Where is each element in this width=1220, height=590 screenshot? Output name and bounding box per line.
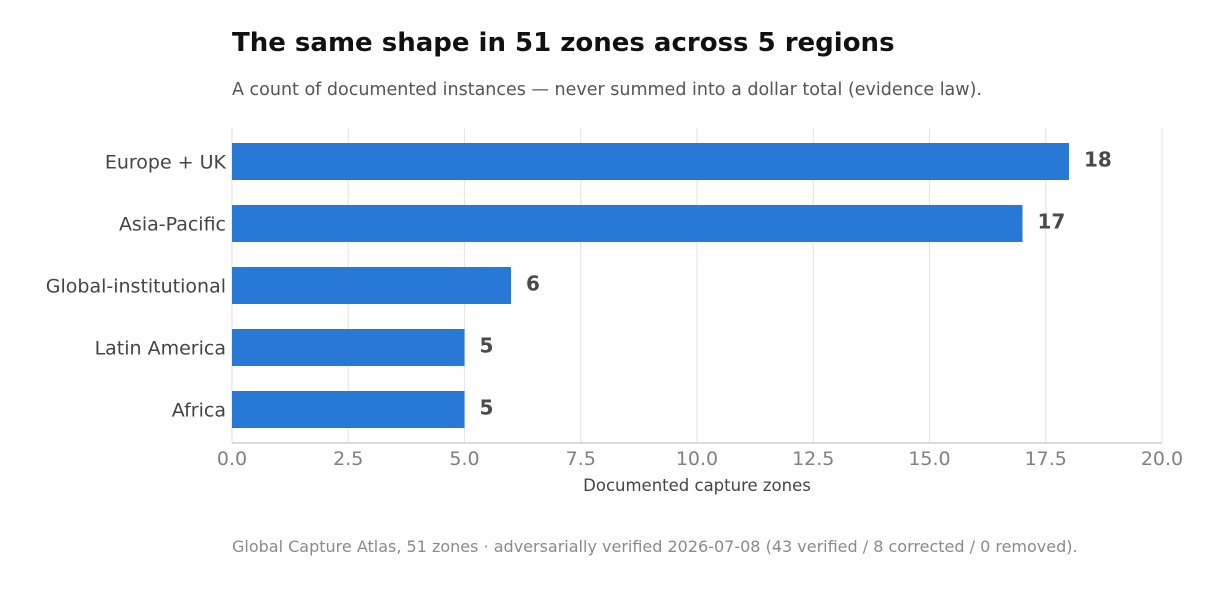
x-axis-ticks: 0.0 2.5 5.0 7.5 10.0 12.5 15.0 17.5 20.0 xyxy=(217,448,1183,470)
x-tick-label: 5.0 xyxy=(449,448,479,470)
chart-subtitle: A count of documented instances — never … xyxy=(232,80,982,100)
x-tick-label: 17.5 xyxy=(1025,448,1067,470)
value-label: 6 xyxy=(526,272,540,296)
category-label: Asia-Pacific xyxy=(119,214,226,236)
bar xyxy=(232,391,465,428)
value-label: 18 xyxy=(1084,148,1112,172)
bar xyxy=(232,329,465,366)
category-label: Global-institutional xyxy=(46,276,226,298)
x-axis-title: Documented capture zones xyxy=(583,476,811,495)
x-tick-label: 0.0 xyxy=(217,448,247,470)
bar xyxy=(232,143,1069,180)
x-tick-label: 20.0 xyxy=(1141,448,1183,470)
bar xyxy=(232,267,511,304)
bars: Europe + UK 18 Asia-Pacific 17 Global-instit… xyxy=(46,143,1112,428)
value-label: 5 xyxy=(480,396,494,420)
category-label: Africa xyxy=(172,400,226,422)
x-tick-label: 12.5 xyxy=(792,448,834,470)
value-label: 17 xyxy=(1038,210,1066,234)
category-label: Latin America xyxy=(95,338,226,360)
x-tick-label: 7.5 xyxy=(566,448,596,470)
x-tick-label: 15.0 xyxy=(908,448,950,470)
chart-title: The same shape in 51 zones across 5 regi… xyxy=(232,28,895,58)
chart-source-note: Global Capture Atlas, 51 zones · adversa… xyxy=(232,537,1078,556)
x-tick-label: 2.5 xyxy=(333,448,363,470)
x-tick-label: 10.0 xyxy=(676,448,718,470)
category-label: Europe + UK xyxy=(105,152,227,174)
bar xyxy=(232,205,1023,242)
value-label: 5 xyxy=(480,334,494,358)
